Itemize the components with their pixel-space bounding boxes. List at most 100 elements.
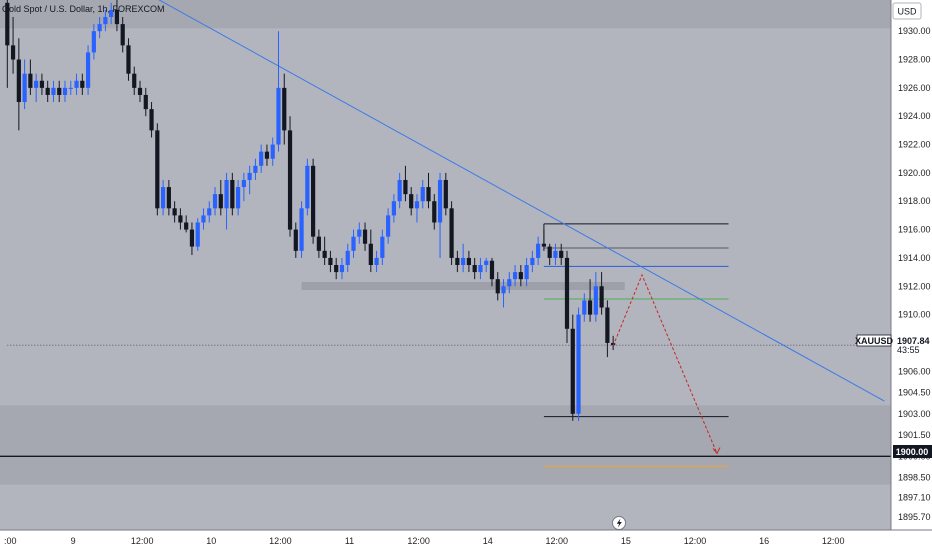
candle-body bbox=[403, 179, 408, 195]
candle-body bbox=[270, 144, 275, 159]
candle-body bbox=[218, 194, 223, 209]
candle-body bbox=[518, 272, 523, 280]
candle-body bbox=[224, 179, 229, 209]
time-tick-label: 14 bbox=[483, 536, 493, 546]
candle-body bbox=[362, 229, 368, 244]
candle-body bbox=[45, 87, 50, 95]
time-axis[interactable] bbox=[0, 530, 891, 550]
candle-body bbox=[132, 73, 137, 88]
candle-body bbox=[236, 187, 241, 209]
price-tick-label: 1898.50 bbox=[898, 473, 931, 483]
candle-body bbox=[160, 187, 166, 209]
candle-body bbox=[484, 260, 489, 265]
candle-body bbox=[489, 260, 495, 280]
candle-body bbox=[587, 300, 593, 315]
candle-body bbox=[547, 246, 552, 258]
time-tick-label: 12:00 bbox=[407, 536, 430, 546]
price-tick-label: 1922.00 bbox=[898, 140, 931, 150]
candle-body bbox=[103, 17, 108, 25]
candle-body bbox=[316, 236, 321, 251]
candle-body bbox=[57, 87, 62, 95]
time-tick-label: 12:00 bbox=[269, 536, 292, 546]
time-tick-label: 16 bbox=[759, 536, 769, 546]
chart-title-text: Gold Spot / U.S. Dollar, 1h, FOREXCOM bbox=[2, 4, 165, 14]
candle-body bbox=[409, 194, 414, 209]
candle-body bbox=[97, 24, 102, 32]
candle-body bbox=[328, 257, 333, 265]
candle-body bbox=[195, 222, 200, 247]
level-tag: 1900.00 bbox=[893, 445, 932, 458]
candle-body bbox=[120, 24, 125, 46]
candle-body bbox=[276, 87, 281, 145]
price-tick-label: 1928.00 bbox=[898, 55, 931, 65]
candle-body bbox=[247, 172, 252, 180]
candle-body bbox=[334, 265, 339, 273]
lightning-icon[interactable] bbox=[612, 516, 626, 530]
projection-path[interactable] bbox=[612, 273, 718, 454]
candle-body bbox=[22, 73, 27, 103]
time-tick-label: 12:00 bbox=[131, 536, 154, 546]
candle-body bbox=[282, 87, 287, 131]
bar-countdown: 43:55 bbox=[897, 345, 920, 355]
symbol-tag-frame bbox=[856, 334, 892, 347]
price-tick-label: 1930.00 bbox=[898, 26, 931, 36]
price-tick-label: 1926.00 bbox=[898, 83, 931, 93]
price-tick-label: 1916.00 bbox=[898, 225, 931, 235]
candle-body bbox=[495, 279, 500, 294]
candle-body bbox=[536, 243, 541, 258]
candle-body bbox=[184, 222, 189, 230]
candle-body bbox=[16, 59, 21, 103]
candle-body bbox=[420, 187, 425, 202]
candle-body bbox=[28, 73, 33, 88]
candle-body bbox=[212, 194, 218, 209]
candle-body bbox=[143, 94, 148, 110]
candle-body bbox=[397, 179, 402, 202]
candle-body bbox=[172, 208, 177, 216]
candle-body bbox=[114, 9, 120, 25]
candle-body bbox=[443, 179, 448, 209]
candle-body bbox=[62, 87, 68, 95]
price-tick-label: 1901.50 bbox=[898, 430, 931, 440]
candle-body bbox=[541, 243, 547, 247]
price-tick-label: 1895.70 bbox=[898, 512, 931, 522]
currency-button[interactable]: USD bbox=[892, 2, 922, 20]
candle-body bbox=[178, 215, 183, 223]
candle-body bbox=[201, 215, 206, 223]
price-tick-label: 1910.00 bbox=[898, 310, 931, 320]
last-price-tag-frame bbox=[893, 334, 932, 355]
time-tick-label: 12:00 bbox=[684, 536, 707, 546]
currency-button-label[interactable]: USD bbox=[897, 7, 917, 17]
candle-body bbox=[85, 52, 91, 88]
price-tick-label: 1914.00 bbox=[898, 253, 931, 263]
candle-body bbox=[599, 286, 604, 308]
candle-body bbox=[230, 179, 235, 209]
xauusd-tag: XAUUSD 1907.84 43:55 bbox=[855, 334, 932, 355]
candle-body bbox=[264, 151, 270, 159]
candle-body bbox=[311, 165, 316, 237]
candle-body bbox=[530, 257, 535, 265]
candle-body bbox=[34, 80, 39, 88]
candle-body bbox=[512, 272, 518, 280]
price-scale[interactable] bbox=[891, 0, 932, 530]
candle-body bbox=[91, 31, 96, 53]
candle-body bbox=[576, 314, 581, 414]
time-tick-label: :00 bbox=[4, 536, 17, 546]
candle-body bbox=[287, 130, 293, 230]
candle-body bbox=[253, 165, 258, 173]
candle-body bbox=[374, 257, 379, 265]
candle-body bbox=[559, 250, 564, 258]
zone-box-2 bbox=[301, 282, 625, 291]
price-tick-label: 1906.00 bbox=[898, 366, 931, 376]
candle-body bbox=[605, 307, 610, 343]
price-tick-label: 1920.00 bbox=[898, 168, 931, 178]
projection-arrowhead bbox=[712, 447, 721, 455]
price-tick-label: 1903.00 bbox=[898, 409, 931, 419]
zone-band-1 bbox=[0, 405, 891, 485]
trendline[interactable] bbox=[152, 0, 885, 402]
candle-body bbox=[368, 243, 373, 265]
candle-body bbox=[582, 300, 587, 315]
candle-body bbox=[305, 165, 310, 209]
currency-button-frame[interactable] bbox=[892, 2, 922, 20]
candle-body bbox=[414, 201, 420, 209]
